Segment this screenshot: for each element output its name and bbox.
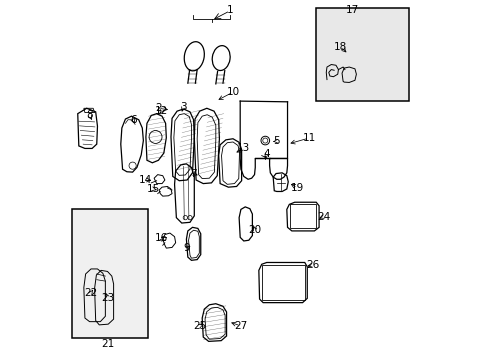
Text: 1: 1 (226, 5, 233, 15)
Text: 18: 18 (333, 42, 346, 51)
Text: 6: 6 (130, 116, 136, 126)
Text: 25: 25 (193, 321, 206, 331)
Text: 24: 24 (316, 212, 329, 221)
Text: 9: 9 (183, 243, 190, 253)
Text: 17: 17 (345, 5, 358, 15)
Text: 20: 20 (248, 225, 261, 235)
Text: 13: 13 (237, 143, 250, 153)
Text: 4: 4 (263, 149, 270, 159)
Text: 12: 12 (154, 106, 167, 116)
Text: 8: 8 (86, 111, 93, 121)
Bar (261, 265, 304, 300)
Text: 16: 16 (154, 233, 167, 243)
Text: 7: 7 (190, 168, 197, 179)
Text: 21: 21 (101, 339, 114, 349)
Text: 3: 3 (180, 102, 186, 112)
Bar (72, 209, 147, 338)
Text: 15: 15 (146, 184, 160, 194)
Text: 11: 11 (302, 133, 315, 143)
Text: 10: 10 (226, 87, 239, 97)
Text: 26: 26 (305, 260, 319, 270)
Bar (316, 8, 408, 101)
Text: 2: 2 (155, 103, 162, 113)
Bar (290, 204, 316, 228)
Text: 27: 27 (234, 321, 247, 331)
Text: 14: 14 (139, 175, 152, 185)
Text: 19: 19 (290, 183, 304, 193)
Text: 5: 5 (273, 136, 280, 146)
Text: 22: 22 (84, 288, 98, 298)
Text: 23: 23 (101, 293, 114, 303)
